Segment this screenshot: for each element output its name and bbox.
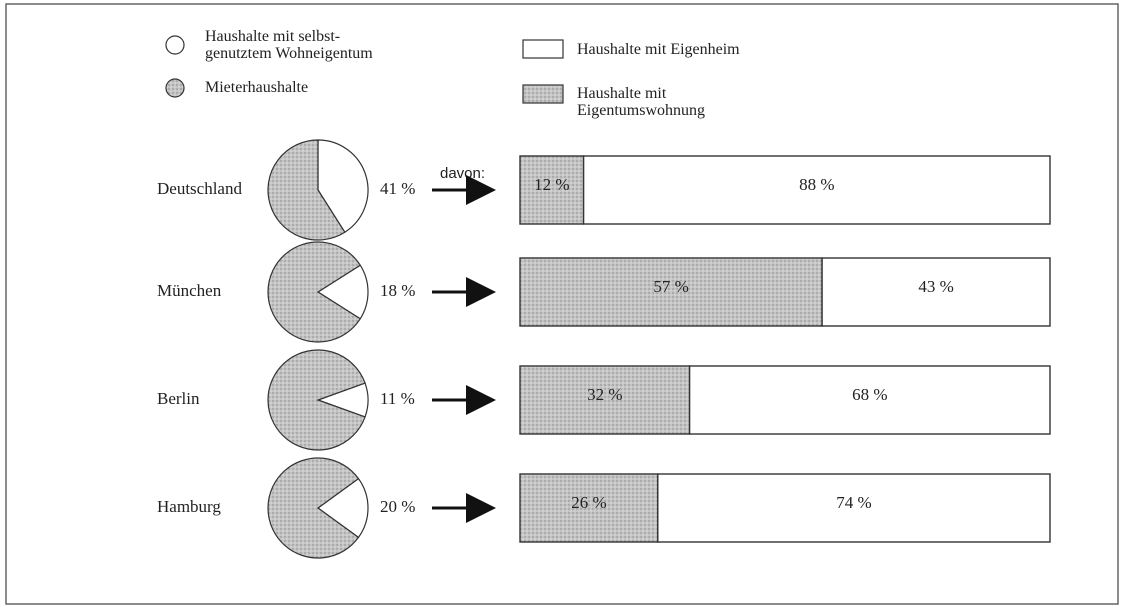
category-label: Hamburg bbox=[157, 497, 221, 516]
legend-label: Haushalte mit Eigenheim bbox=[577, 41, 740, 58]
category-label: München bbox=[157, 281, 222, 300]
legend-label: Haushalte mit selbst- genutztem Wohneige… bbox=[205, 28, 373, 62]
frame bbox=[5, 3, 1119, 605]
value-label: 74 % bbox=[836, 493, 871, 512]
pie-slice bbox=[316, 264, 369, 320]
pie-slice bbox=[267, 457, 360, 559]
value-label: 57 % bbox=[653, 277, 688, 296]
bar-segment bbox=[519, 473, 659, 543]
legend-swatch bbox=[522, 39, 564, 59]
value-label: 43 % bbox=[918, 277, 953, 296]
pie-slice bbox=[267, 139, 346, 241]
bar-segment bbox=[519, 365, 691, 435]
value-label: 20 % bbox=[380, 497, 415, 516]
value-label: 68 % bbox=[852, 385, 887, 404]
bar-segment bbox=[688, 365, 1051, 435]
category-label: Deutschland bbox=[157, 179, 242, 198]
bar-segment bbox=[657, 473, 1051, 543]
legend-swatch bbox=[165, 78, 185, 98]
value-label: 18 % bbox=[380, 281, 415, 300]
legend-swatch bbox=[165, 35, 185, 55]
pie-slice bbox=[316, 477, 369, 539]
legend-swatch bbox=[522, 84, 564, 104]
bar-segment bbox=[582, 155, 1051, 225]
value-label: 11 % bbox=[380, 389, 415, 408]
bar-segment bbox=[519, 155, 585, 225]
annotation: davon: bbox=[440, 165, 485, 182]
pie-slice bbox=[267, 349, 366, 451]
value-label: 12 % bbox=[534, 175, 569, 194]
bar-segment bbox=[821, 257, 1051, 327]
value-label: 41 % bbox=[380, 179, 415, 198]
legend-label: Haushalte mit Eigentumswohnung bbox=[577, 85, 705, 119]
legend-label: Mieterhaushalte bbox=[205, 79, 309, 96]
value-label: 26 % bbox=[571, 493, 606, 512]
pie-slice bbox=[267, 241, 362, 343]
value-label: 88 % bbox=[799, 175, 834, 194]
value-label: 32 % bbox=[587, 385, 622, 404]
category-label: Berlin bbox=[157, 389, 200, 408]
